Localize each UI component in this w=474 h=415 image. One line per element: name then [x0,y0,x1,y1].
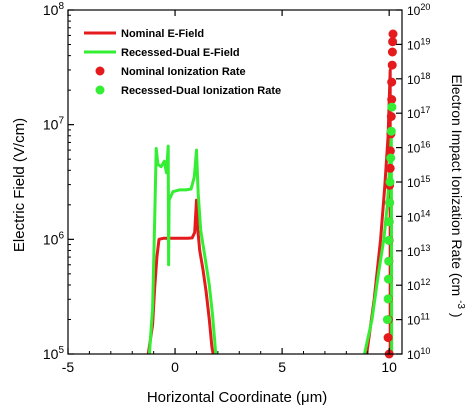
axes-layer: -5 0 5 10 105 106 107 108 1010 1011 1012 1013 1014 10… [43,1,431,375]
series-4-point-16 [387,60,397,70]
legend-label-3: Recessed-Dual Ionization Rate [121,85,281,97]
legend-label-2: Nominal Ionization Rate [121,66,246,78]
series-4-point-17 [387,47,397,57]
series-4-point-19 [388,29,398,39]
legend-label-1: Recessed-Dual E-Field [121,47,240,59]
series-4-point-11 [385,146,395,156]
series-5-point-10 [387,102,397,112]
series-5-point-4 [384,235,394,245]
y-right-tick-label-9: 1019 [407,36,430,52]
x-tick-label-3: 10 [381,359,397,375]
series-4-point-13 [386,112,396,121]
y-left-tick-label-2: 107 [43,116,65,133]
series-5-point-5 [384,217,394,227]
y-right-tick-label-4: 1014 [407,208,430,224]
y-right-tick-label-8: 1018 [407,71,430,87]
series-4-point-1 [383,333,393,343]
y-axis-right-title-close: ) [449,313,465,318]
series-4-point-14 [387,95,397,104]
x-tick-label-0: -5 [62,359,75,375]
series-5-point-9 [386,126,396,136]
y-axis-right-title-main: Electron Impact Ionization Rate (cm [449,74,465,296]
y-left-tick-label-0: 105 [43,345,65,362]
series-5-point-3 [384,256,394,266]
legend-layer: Nominal E-Field Recessed-Dual E-Field Nomi… [84,28,281,97]
y-right-tick-label-2: 1012 [407,277,430,293]
y-axis-left-title: Electric Field (V/cm) [11,118,28,252]
y-right-tick-label-10: 1020 [407,2,430,18]
series-4-point-18 [388,37,398,47]
series-5-point-8 [386,153,396,163]
series-4-point-15 [387,77,397,87]
y-left-tick-label-1: 106 [43,230,65,247]
x-tick-label-2: 5 [278,359,286,375]
plot-frame [67,9,403,355]
x-axis-title: Horizontal Coordinate (μm) [147,389,327,406]
series-line-1 [147,144,218,355]
y-left-tick-label-3: 108 [43,1,65,18]
y-axis-right-title-sup: -3 [455,300,466,309]
y-right-tick-label-6: 1016 [407,140,430,156]
series-5-point-0 [382,315,392,325]
legend-swatch-3 [95,85,105,95]
series-5-point-7 [385,177,395,187]
y-right-tick-label-5: 1015 [407,174,430,190]
legend-label-0: Nominal E-Field [121,28,204,40]
plot-layer [146,29,398,359]
series-5-point-2 [384,274,393,284]
y-right-tick-label-7: 1017 [407,105,430,121]
y-right-tick-label-3: 1013 [407,243,430,259]
y-right-tick-label-0: 1010 [407,346,430,362]
legend-swatch-2 [95,66,105,76]
series-line-0 [146,198,215,355]
series-5-point-6 [385,198,395,208]
x-tick-label-1: 0 [171,359,179,375]
labels-layer: Horizontal Coordinate (μm) Electric Fiel… [11,74,471,406]
series-4-point-10 [385,163,395,173]
y-axis-right-title: Electron Impact Ionization Rate (cm -3 ) [449,74,471,317]
y-right-tick-label-1: 1011 [407,312,430,328]
series-5-point-1 [383,294,393,304]
